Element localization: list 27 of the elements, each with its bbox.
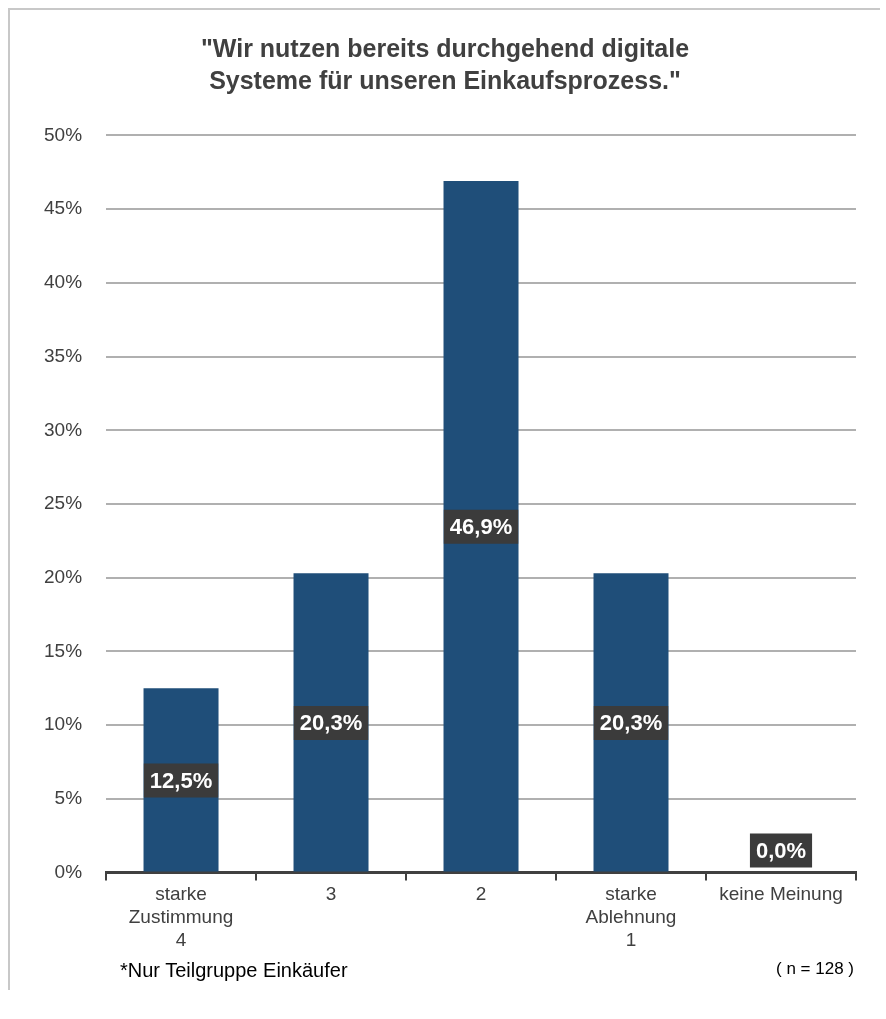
bar: [593, 573, 669, 872]
data-label: 46,9%: [449, 513, 513, 539]
data-label: 20,3%: [299, 710, 363, 736]
text: *Nur Teilgruppe Einkäufer: [120, 959, 348, 982]
y-tick-label: 5%: [54, 787, 83, 809]
y-tick-label: 35%: [44, 344, 83, 366]
y-tick-label: 45%: [44, 197, 83, 219]
chart-title: "Wir nutzen bereits durchgehend digitale Systeme für unseren Einkaufsprozess.": [199, 33, 691, 96]
data-label: 0,0%: [755, 837, 807, 863]
bar: [443, 181, 519, 872]
text: ( n = 128 ): [776, 959, 854, 980]
x-tick-label: 3: [325, 883, 337, 905]
y-tick-label: 0%: [54, 860, 83, 882]
y-tick-label: 40%: [44, 271, 83, 293]
x-tick-label: starke Ablehnung 1: [585, 883, 677, 950]
y-tick-label: 10%: [44, 713, 83, 735]
y-tick-label: 30%: [44, 418, 83, 440]
bar: [293, 573, 369, 872]
y-tick-label: 20%: [44, 565, 83, 587]
y-tick-label: 25%: [44, 492, 83, 514]
data-label: 20,3%: [599, 710, 663, 736]
x-tick-label: 2: [475, 883, 487, 905]
y-tick-label: 50%: [44, 123, 83, 145]
data-label: 12,5%: [149, 767, 213, 793]
y-tick-label: 15%: [44, 639, 83, 661]
x-tick-label: keine Meinung: [719, 883, 843, 905]
x-tick-label: starke Zustimmung 4: [128, 883, 234, 950]
